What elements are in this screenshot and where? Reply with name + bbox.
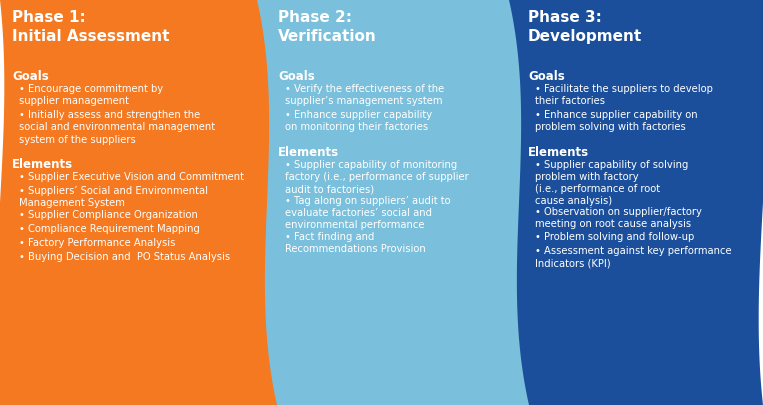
Text: Elements: Elements: [528, 146, 589, 159]
Polygon shape: [255, 0, 529, 405]
Text: Goals: Goals: [278, 70, 315, 83]
Text: • Initially assess and strengthen the
social and environmental management
system: • Initially assess and strengthen the so…: [19, 110, 215, 145]
Text: • Observation on supplier/factory
meeting on root cause analysis: • Observation on supplier/factory meetin…: [535, 207, 702, 229]
Text: Phase 1:
Initial Assessment: Phase 1: Initial Assessment: [12, 10, 169, 44]
Polygon shape: [507, 0, 763, 405]
Text: • Tag along on suppliers’ audit to
evaluate factories’ social and
environmental : • Tag along on suppliers’ audit to evalu…: [285, 196, 451, 230]
Text: Elements: Elements: [12, 158, 73, 171]
Text: • Factory Performance Analysis: • Factory Performance Analysis: [19, 239, 175, 249]
Text: • Buying Decision and  PO Status Analysis: • Buying Decision and PO Status Analysis: [19, 252, 230, 262]
Text: Goals: Goals: [528, 70, 565, 83]
Text: • Problem solving and follow-up: • Problem solving and follow-up: [535, 232, 694, 242]
Text: Goals: Goals: [12, 70, 49, 83]
Text: • Supplier Compliance Organization: • Supplier Compliance Organization: [19, 211, 198, 220]
Text: • Supplier Executive Vision and Commitment: • Supplier Executive Vision and Commitme…: [19, 171, 244, 181]
Text: • Enhance supplier capability on
problem solving with factories: • Enhance supplier capability on problem…: [535, 110, 697, 132]
Polygon shape: [0, 0, 277, 405]
Text: • Suppliers’ Social and Environmental
Management System: • Suppliers’ Social and Environmental Ma…: [19, 185, 208, 207]
Text: • Assessment against key performance
Indicators (KPI): • Assessment against key performance Ind…: [535, 246, 732, 268]
Text: • Encourage commitment by
supplier management: • Encourage commitment by supplier manag…: [19, 84, 163, 107]
Text: Phase 2:
Verification: Phase 2: Verification: [278, 10, 377, 44]
Text: • Supplier capability of solving
problem with factory
(i.e., performance of root: • Supplier capability of solving problem…: [535, 160, 688, 206]
Text: Elements: Elements: [278, 146, 339, 159]
Text: • Verify the effectiveness of the
supplier’s management system: • Verify the effectiveness of the suppli…: [285, 84, 444, 107]
Text: • Enhance supplier capability
on monitoring their factories: • Enhance supplier capability on monitor…: [285, 110, 432, 132]
Text: • Supplier capability of monitoring
factory (i.e., performance of supplier
audit: • Supplier capability of monitoring fact…: [285, 160, 468, 194]
Text: • Fact finding and
Recommendations Provision: • Fact finding and Recommendations Provi…: [285, 232, 426, 254]
Text: • Facilitate the suppliers to develop
their factories: • Facilitate the suppliers to develop th…: [535, 84, 713, 107]
Text: • Compliance Requirement Mapping: • Compliance Requirement Mapping: [19, 224, 200, 234]
Text: Phase 3:
Development: Phase 3: Development: [528, 10, 642, 44]
